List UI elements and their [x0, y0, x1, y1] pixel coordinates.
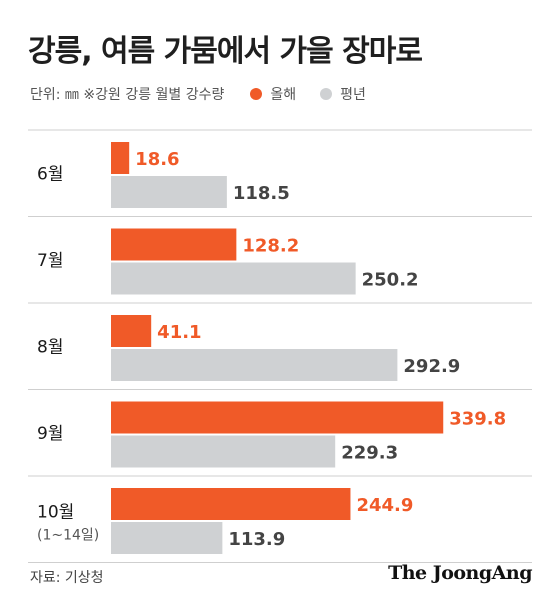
- publisher-logo: The JoongAng: [388, 562, 532, 584]
- source-note: 자료: 기상청: [30, 570, 104, 586]
- value-label-normal: 250.2: [362, 270, 419, 291]
- value-label-this-year: 41.1: [157, 322, 201, 343]
- bar-this-year: [111, 401, 444, 434]
- legend-swatch-normal: [320, 88, 333, 100]
- bar-normal: [111, 262, 356, 295]
- category-label: 8월: [37, 337, 63, 357]
- value-label-this-year: 339.8: [449, 409, 506, 430]
- bar-this-year: [111, 315, 152, 347]
- category-label: 9월: [37, 424, 63, 444]
- unit-note: 단위: ㎜ ※강원 강릉 월별 강수량: [30, 87, 225, 103]
- value-label-normal: 113.9: [228, 529, 285, 550]
- bar-normal: [111, 349, 398, 381]
- value-label-this-year: 128.2: [242, 236, 299, 257]
- bar-normal: [111, 176, 227, 208]
- value-label-normal: 229.3: [341, 443, 398, 464]
- bar-normal: [111, 522, 223, 554]
- legend-label-this-year: 올해: [270, 87, 297, 103]
- legend-item-this-year: 올해: [250, 84, 296, 104]
- legend: 단위: ㎜ ※강원 강릉 월별 강수량 올해 평년: [30, 84, 390, 104]
- value-label-normal: 118.5: [233, 183, 290, 204]
- value-label-normal: 292.9: [403, 356, 460, 377]
- value-label-this-year: 18.6: [135, 149, 179, 170]
- legend-label-normal: 평년: [340, 87, 366, 103]
- bar-this-year: [111, 142, 130, 174]
- bar-this-year: [111, 228, 237, 261]
- category-label: 10월: [37, 502, 74, 522]
- legend-swatch-this-year: [250, 88, 263, 100]
- category-label: 7월: [37, 251, 63, 271]
- chart-title: 강릉, 여름 가뭄에서 가을 장마로: [28, 34, 423, 69]
- legend-item-normal: 평년: [320, 84, 366, 104]
- value-label-this-year: 244.9: [356, 495, 413, 516]
- bar-normal: [111, 435, 336, 468]
- category-label: 6월: [37, 164, 63, 184]
- bar-this-year: [111, 488, 351, 520]
- category-sublabel: (1~14일): [37, 527, 99, 543]
